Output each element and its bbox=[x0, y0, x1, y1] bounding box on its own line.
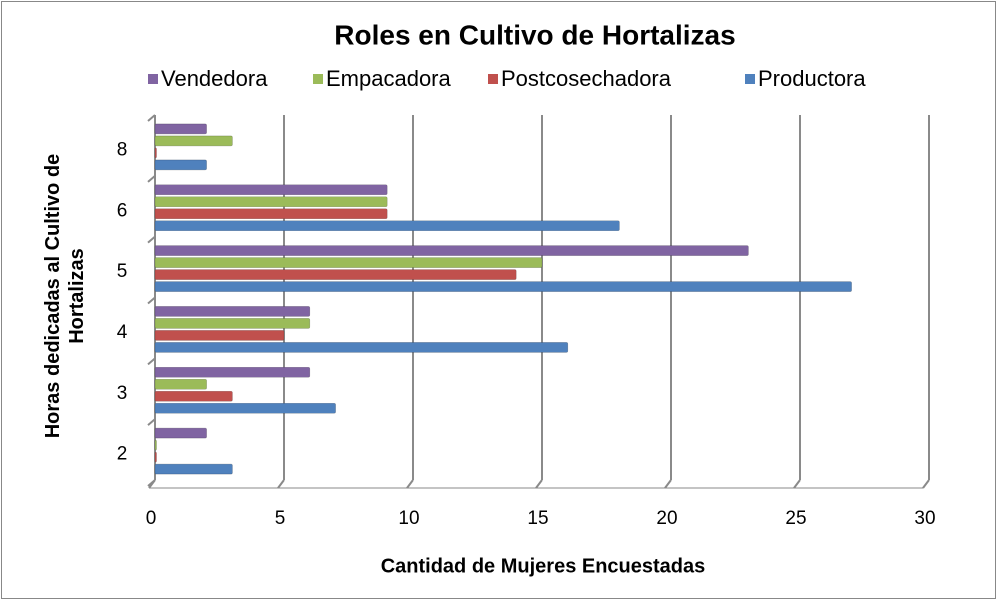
bar bbox=[154, 427, 207, 439]
bar bbox=[154, 147, 157, 159]
legend-swatch bbox=[745, 74, 755, 84]
chart-title: Roles en Cultivo de Hortalizas bbox=[334, 19, 735, 50]
y-axis-tick bbox=[147, 296, 156, 305]
grid-line bbox=[535, 479, 543, 489]
grid-line bbox=[793, 479, 801, 489]
grid-line bbox=[277, 479, 285, 489]
bar bbox=[154, 306, 311, 317]
bar bbox=[154, 463, 233, 475]
bar bbox=[154, 318, 311, 329]
x-tick-label: 0 bbox=[146, 508, 157, 529]
bar bbox=[154, 402, 336, 414]
bar bbox=[154, 378, 207, 390]
y-axis-tick bbox=[147, 418, 156, 426]
x-tick-label: 15 bbox=[527, 508, 548, 529]
y-axis-tick bbox=[147, 114, 156, 122]
y-tick-label: 2 bbox=[117, 444, 128, 465]
legend-label: Empacadora bbox=[326, 66, 452, 91]
y-axis-title: Horas dedicadas al Cultivo de Hortalizas bbox=[42, 153, 88, 439]
legend-label: Productora bbox=[758, 66, 866, 91]
y-axis-tick bbox=[147, 175, 156, 183]
y-axis-tick bbox=[147, 235, 156, 244]
x-axis-title: Cantidad de Mujeres Encuestadas bbox=[381, 555, 706, 577]
bar bbox=[154, 123, 207, 135]
legend-label: Vendedora bbox=[161, 66, 268, 91]
y-tick-label: 8 bbox=[117, 139, 128, 160]
grid-line bbox=[664, 479, 672, 489]
bar bbox=[154, 390, 233, 402]
y-tick-label: 4 bbox=[117, 322, 128, 343]
legend-swatch bbox=[148, 74, 158, 84]
grid-line bbox=[922, 479, 930, 489]
bar bbox=[154, 196, 388, 208]
bar bbox=[154, 330, 285, 341]
legend-label: Postcosechadora bbox=[501, 66, 672, 91]
legend-swatch bbox=[488, 74, 498, 84]
y-axis-tick bbox=[147, 357, 156, 366]
grid-line bbox=[406, 479, 414, 489]
bar bbox=[154, 184, 388, 196]
bar bbox=[154, 245, 749, 256]
y-axis-tick bbox=[147, 479, 156, 487]
bar bbox=[154, 208, 388, 220]
bar bbox=[154, 220, 620, 232]
y-tick-label: 5 bbox=[117, 261, 128, 282]
x-tick-label: 5 bbox=[275, 508, 286, 529]
bar bbox=[154, 366, 311, 378]
y-tick-label: 6 bbox=[117, 200, 128, 221]
x-tick-label: 30 bbox=[914, 508, 935, 529]
legend-swatch bbox=[313, 74, 323, 84]
bar bbox=[154, 159, 207, 171]
x-tick-label: 25 bbox=[785, 508, 806, 529]
x-tick-label: 20 bbox=[656, 508, 677, 529]
bar bbox=[154, 257, 543, 268]
bar bbox=[154, 439, 157, 451]
bar bbox=[154, 342, 569, 353]
bar bbox=[154, 269, 517, 280]
bar bbox=[154, 281, 852, 292]
bar bbox=[154, 451, 157, 463]
y-tick-label: 3 bbox=[117, 383, 128, 404]
bar bbox=[154, 135, 233, 147]
x-tick-label: 10 bbox=[398, 508, 419, 529]
